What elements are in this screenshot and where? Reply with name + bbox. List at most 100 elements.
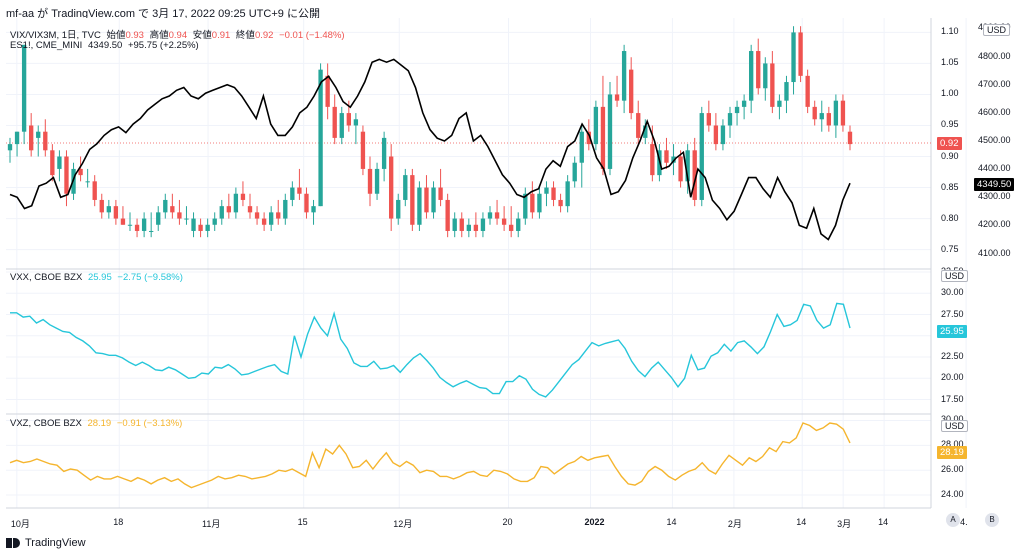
candle [847,131,853,145]
candle [78,168,83,176]
candle [318,69,323,207]
vix-ratio-candles [7,26,853,238]
vxx-tick: 27.50 [941,308,964,319]
candle [466,224,471,231]
time-tick: 14 [796,517,807,527]
candle [36,131,41,138]
vxx-tick: 20.00 [941,372,964,383]
legend-vxx-change: −2.75 (−9.58%) [117,272,183,283]
es-tick: 4400.00 [978,163,1011,174]
candle [720,125,726,145]
time-tick: 15 [297,517,308,527]
time-tick: 2月 [727,519,742,529]
legend-vix-ratio: VIX/VIX3M, 1日, TVC 始値0.93 高値0.94 安値0.91 … [10,27,348,41]
candle [607,94,613,169]
candle [360,131,366,169]
candle [226,206,231,213]
candle [438,187,443,200]
legend-change: −0.01 (−1.48%) [279,30,345,41]
ratio-tick: 1.00 [941,88,959,99]
candle [353,119,359,126]
candle [741,100,747,107]
candle [593,106,599,145]
candle [572,162,577,182]
time-tick: 2022 [584,517,605,527]
price-tag-vxx: 25.95 [937,325,967,338]
candle [290,187,295,200]
candle [374,168,380,194]
candle [205,224,210,231]
vxz-tick: 26.00 [941,464,964,475]
candle [21,44,27,132]
candle [650,144,655,176]
candle [106,206,111,213]
candle [332,106,337,138]
legend-vix-symbol: VIX/VIX3M, 1日, TVC [10,30,101,41]
candle [826,113,831,126]
candle [509,224,514,231]
scale-b-button[interactable]: B [985,513,999,527]
currency-label-2[interactable]: USD [941,270,969,282]
candle [600,106,606,169]
plot-background [6,18,931,508]
candle [621,51,627,101]
candle [156,212,161,225]
candle [664,150,669,163]
vxx-tick: 30.00 [941,287,964,298]
candle [812,106,817,120]
legend-low-label: 安値 [192,30,212,41]
currency-label-1[interactable]: USD [983,24,1011,36]
legend-low: 0.91 [211,30,231,41]
es-tick: 4800.00 [978,50,1011,61]
candle [325,75,330,107]
candle [381,137,387,169]
candle [487,212,493,219]
legend-vxz: VXZ, CBOE BZX 28.19 −0.91 (−3.13%) [10,418,185,429]
candle [113,206,119,219]
candle [840,100,846,126]
candle [304,193,309,213]
vxx-tick: 17.50 [941,393,964,404]
candle [565,181,570,207]
candle [276,212,281,219]
candle [177,212,182,219]
candle [833,100,839,126]
candle [417,187,422,225]
candle [141,218,147,231]
es-tick: 4100.00 [978,247,1011,258]
candle [699,113,704,200]
candle [523,193,528,219]
price-tag-es: 4349.50 [974,178,1015,191]
tradingview-logo[interactable]: TradingView [6,537,86,549]
currency-label-3[interactable]: USD [941,420,969,432]
ratio-tick: 0.95 [941,119,959,130]
time-tick: 20 [502,517,513,527]
candle [763,63,768,89]
time-tick: 18 [113,517,124,527]
candle [756,51,761,89]
candle [636,113,641,138]
candle [339,113,344,138]
candle [734,106,740,114]
candle [579,131,584,163]
auto-scale-button[interactable]: A [946,513,960,527]
ratio-tick: 0.85 [941,181,959,192]
candle [473,224,479,231]
es-tick: 4700.00 [978,78,1011,89]
legend-es-change: +95.75 (+2.25%) [127,40,199,51]
brand-name: TradingView [25,537,86,549]
legend-open: 0.93 [125,30,144,41]
legend-high-label: 高値 [149,30,169,41]
candle [494,212,500,219]
candle [311,206,316,213]
candle [261,218,267,225]
candle [29,125,34,151]
candle [410,175,415,225]
candle [706,113,711,126]
es-tick: 4500.00 [978,135,1011,145]
candle [120,218,126,225]
candle [269,212,274,225]
legend-vxz-value: 28.19 [87,418,112,429]
vxx-tick: 22.50 [941,351,964,361]
